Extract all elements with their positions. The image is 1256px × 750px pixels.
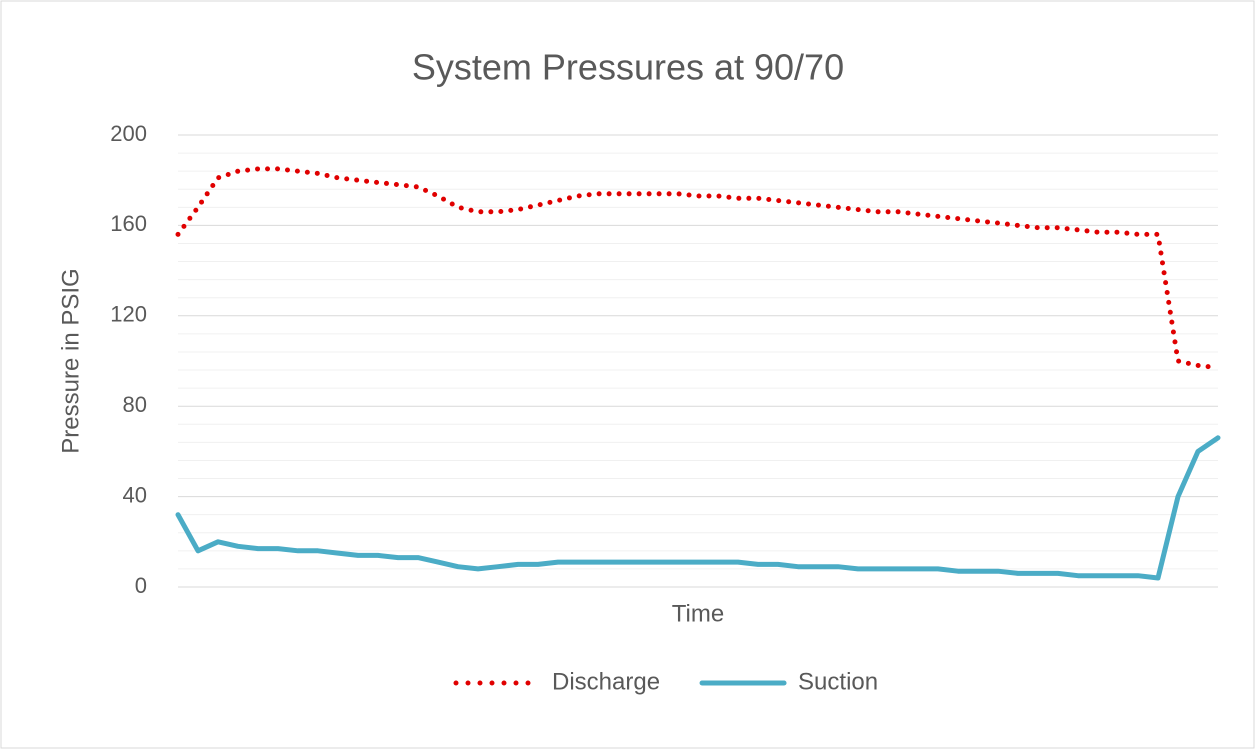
y-tick-label: 160 (110, 211, 147, 236)
chart-title: System Pressures at 90/70 (412, 47, 844, 88)
x-axis-label: Time (672, 600, 724, 627)
legend-label: Discharge (552, 668, 660, 695)
y-axis-label: Pressure in PSIG (57, 268, 84, 453)
y-tick-label: 80 (123, 392, 147, 417)
y-tick-label: 120 (110, 302, 147, 327)
y-tick-label: 0 (135, 573, 147, 598)
series-line (175, 435, 1221, 581)
series-line (175, 166, 1221, 371)
y-tick-label: 40 (123, 482, 147, 507)
legend-label: Suction (798, 668, 878, 695)
y-tick-label: 200 (110, 121, 147, 146)
